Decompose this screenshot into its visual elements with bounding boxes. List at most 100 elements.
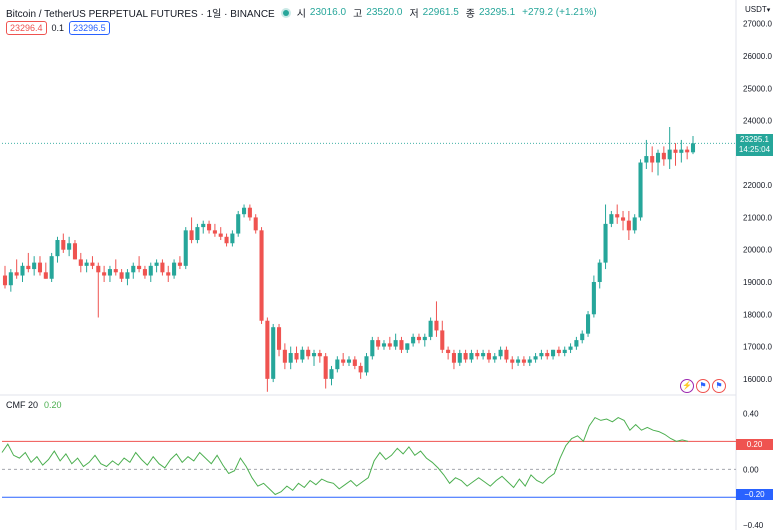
candle-body	[43, 272, 48, 279]
candle-body	[195, 227, 200, 241]
candle-body	[416, 336, 422, 341]
candle-body	[346, 359, 352, 363]
candle-body	[527, 359, 532, 363]
candle-body	[626, 220, 631, 231]
indicator-legend[interactable]: CMF 20 0.20	[6, 400, 62, 410]
candle-body	[137, 265, 142, 270]
candle-body	[655, 152, 661, 163]
candle-body	[498, 349, 503, 357]
candle-body	[690, 143, 696, 153]
candle-body	[119, 272, 124, 279]
candle-body	[411, 336, 416, 344]
candle-body	[177, 262, 182, 266]
currency-label: USDT	[745, 5, 767, 14]
candle-body	[247, 207, 252, 218]
candle-body	[451, 353, 456, 363]
candle-body	[469, 353, 474, 360]
candle-body	[457, 353, 462, 363]
candle-body	[486, 353, 491, 360]
candle-body	[352, 359, 357, 366]
price-tick-label: 26000.0	[743, 52, 772, 61]
cmf-series-line	[1, 416, 689, 496]
cmf-tick-label: −0.40	[743, 521, 764, 530]
flag-icon[interactable]: ⚑	[712, 379, 726, 393]
price-tick-label: 17000.0	[743, 343, 772, 352]
candle-body	[422, 336, 427, 341]
candle-body	[148, 265, 153, 276]
candle-body	[638, 162, 643, 218]
candle-body	[72, 243, 78, 260]
low-value: 22961.5	[422, 7, 459, 18]
candle-body	[84, 262, 89, 266]
candle-body	[20, 265, 25, 276]
candle-body	[300, 349, 305, 360]
candle-body	[446, 349, 451, 354]
last-price-badge: 23295.1 14:25:04	[736, 134, 773, 156]
candle-body	[673, 149, 678, 153]
market-status-icon	[282, 9, 289, 16]
candle-body	[562, 349, 567, 354]
price-tick-label: 24000.0	[743, 117, 772, 126]
candle-body	[212, 230, 217, 234]
candle-body	[661, 152, 666, 160]
candle-body	[492, 356, 497, 360]
candle-body	[207, 223, 212, 231]
candle-body	[113, 269, 118, 273]
candle-body	[172, 262, 177, 276]
candle-body	[574, 340, 579, 347]
candle-body	[236, 214, 241, 234]
candle-body	[440, 330, 445, 350]
symbol-header: Bitcoin / TetherUS PERPETUAL FUTURES · 1…	[6, 5, 600, 20]
change-value: +279.2 (+1.21%)	[522, 7, 597, 18]
candle-body	[609, 214, 614, 224]
candle-body	[387, 343, 392, 347]
candle-body	[521, 359, 526, 363]
candle-body	[125, 272, 130, 279]
price-tick-label: 19000.0	[743, 278, 772, 287]
candle-body	[189, 230, 194, 241]
candle-body	[55, 240, 60, 257]
candle-body	[551, 349, 556, 357]
candle-body	[591, 281, 596, 315]
candle-body	[317, 353, 322, 357]
candle-body	[8, 272, 13, 286]
candle-body	[265, 320, 270, 379]
candle-body	[49, 256, 54, 279]
candle-body	[381, 343, 387, 347]
high-value: 23520.0	[366, 7, 403, 18]
flag-icon[interactable]: ⚑	[696, 379, 710, 393]
candle-body	[282, 349, 287, 363]
candle-body	[516, 359, 521, 363]
candle-body	[580, 333, 585, 341]
sell-button[interactable]: 23296.4	[6, 21, 47, 35]
buy-button[interactable]: 23296.5	[69, 21, 110, 35]
candle-body	[597, 262, 602, 282]
candle-body	[288, 353, 293, 363]
currency-selector[interactable]: USDT▾	[745, 5, 770, 14]
indicator-value: 0.20	[44, 400, 62, 410]
candle-body	[586, 314, 591, 334]
candle-body	[242, 207, 247, 215]
cmf-lower-level-badge: −0.20	[736, 489, 773, 500]
price-tick-label: 16000.0	[743, 375, 772, 384]
candle-body	[545, 353, 550, 357]
candle-body	[685, 149, 690, 153]
candle-body	[259, 230, 264, 321]
trade-buttons: 23296.4 0.1 23296.5	[6, 21, 110, 35]
candle-body	[539, 353, 544, 357]
candle-body	[556, 349, 561, 354]
candle-body	[67, 243, 72, 250]
candle-body	[37, 262, 43, 273]
cmf-tick-label: 0.40	[743, 409, 759, 418]
low-label: 저	[409, 9, 419, 20]
candle-body	[329, 369, 334, 379]
spread-value: 0.1	[51, 23, 65, 33]
symbol-title[interactable]: Bitcoin / TetherUS PERPETUAL FUTURES · 1…	[6, 9, 275, 20]
lightning-icon[interactable]: ⚡	[680, 379, 694, 393]
candle-body	[32, 262, 37, 270]
candle-body	[603, 223, 608, 263]
candle-body	[306, 349, 311, 357]
candle-body	[294, 353, 299, 360]
candle-body	[160, 262, 165, 273]
